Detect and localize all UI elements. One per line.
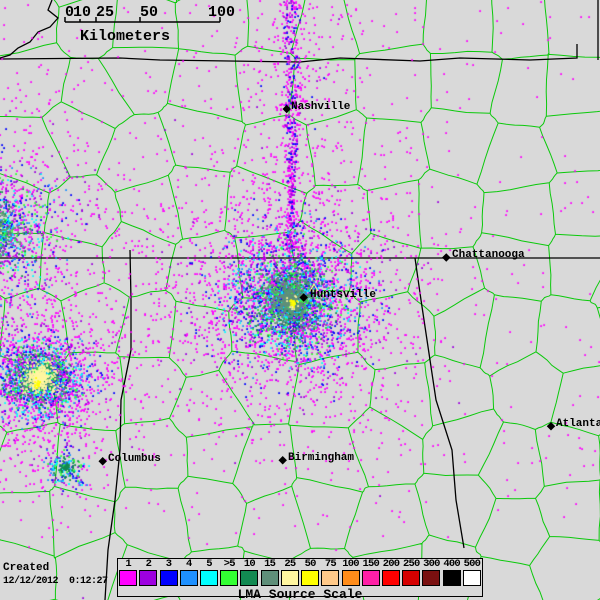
svg-text:25: 25: [96, 4, 114, 21]
svg-text:50: 50: [140, 4, 158, 21]
svg-text:10: 10: [73, 4, 91, 21]
svg-text:100: 100: [208, 4, 235, 21]
svg-text:Kilometers: Kilometers: [80, 28, 170, 45]
